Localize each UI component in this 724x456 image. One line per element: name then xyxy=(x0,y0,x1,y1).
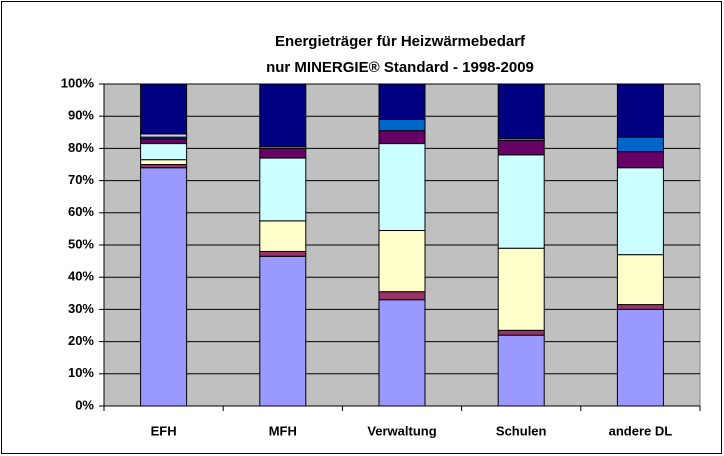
bar-segment xyxy=(259,220,307,252)
bar-segment xyxy=(259,250,307,257)
bar-segment xyxy=(378,291,426,301)
bar-segment xyxy=(497,247,545,331)
bar-segment xyxy=(140,83,188,135)
bar-segment xyxy=(140,138,188,145)
bar-segment xyxy=(497,154,545,249)
bar-segment xyxy=(616,254,664,306)
x-tick-label: Schulen xyxy=(496,423,547,438)
y-tick-label: 0% xyxy=(75,397,94,412)
bar-segment xyxy=(259,255,307,407)
bar-segment xyxy=(259,83,307,148)
bar-segment xyxy=(259,157,307,222)
chart-title: Energieträger für Heizwärmebedarf xyxy=(275,33,526,50)
bar-segment xyxy=(616,83,664,138)
bar-segment xyxy=(140,167,188,407)
chart-subtitle: nur MINERGIE® Standard - 1998-2009 xyxy=(266,59,534,76)
x-tick-label: andere DL xyxy=(609,423,673,438)
bar-segment xyxy=(616,304,664,310)
bar-segment xyxy=(497,83,545,140)
y-tick-label: 50% xyxy=(68,236,94,251)
y-tick-label: 40% xyxy=(68,269,94,284)
bar-segment xyxy=(497,329,545,336)
bar-segment xyxy=(378,83,426,120)
bar-segment xyxy=(140,143,188,161)
bar-segment xyxy=(378,230,426,293)
y-tick-label: 80% xyxy=(68,140,94,155)
bar-segment xyxy=(259,147,307,159)
y-tick-label: 60% xyxy=(68,204,94,219)
bar-segment xyxy=(616,151,664,169)
bar-segment xyxy=(378,299,426,407)
x-tick-label: MFH xyxy=(269,423,297,438)
bar-segment xyxy=(378,143,426,232)
y-tick-label: 70% xyxy=(68,172,94,187)
x-tick-label: EFH xyxy=(151,423,177,438)
bar-segment xyxy=(378,130,426,145)
bar-segment xyxy=(497,334,545,407)
y-tick-label: 20% xyxy=(68,333,94,348)
bar-segment xyxy=(616,167,664,256)
bar-segment xyxy=(616,308,664,407)
y-tick-label: 90% xyxy=(68,108,94,123)
bar-segment xyxy=(497,139,545,156)
x-tick-label: Verwaltung xyxy=(367,423,436,438)
y-tick-label: 30% xyxy=(68,301,94,316)
y-tick-label: 10% xyxy=(68,365,94,380)
bar-segment xyxy=(616,136,664,153)
bar-segment xyxy=(140,159,188,165)
bar-segment xyxy=(378,118,426,132)
y-tick-label: 100% xyxy=(61,75,95,90)
